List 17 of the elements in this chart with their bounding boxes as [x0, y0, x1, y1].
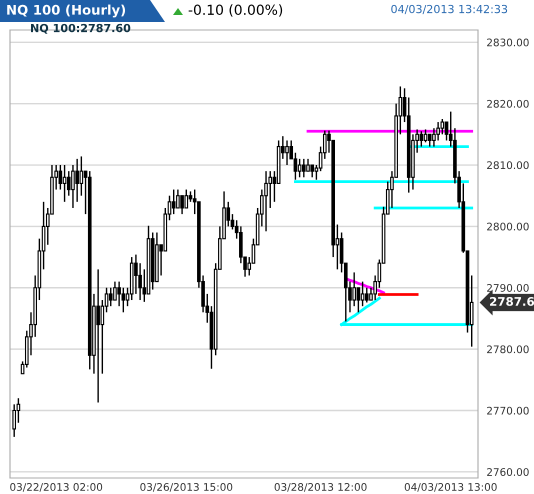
- annotation: NQ 100:2787.60: [31, 24, 130, 34]
- y-tick-label: 2790.00: [487, 284, 529, 292]
- y-tick-label: 2810.00: [487, 161, 529, 170]
- y-tick-label: 2770.00: [487, 406, 529, 415]
- chart-title: NQ 100 (Hourly): [7, 4, 126, 18]
- x-tick-label: 04/03/2013 13:00: [404, 483, 497, 492]
- text: 2787.6: [490, 296, 534, 306]
- y-tick-label: 2800.00: [487, 222, 529, 230]
- y-tick-label: 2760.00: [487, 468, 529, 476]
- x-tick-label: 03/28/2013 12:00: [274, 483, 367, 492]
- y-tick-label: 2820.00: [487, 100, 529, 108]
- x-tick-label: 03/22/2013 02:00: [10, 483, 102, 492]
- text: 04/03/2013 13:42:33: [391, 4, 508, 14]
- chart-subtitle: -0.10 (0.00%): [188, 4, 282, 17]
- y-tick-label: 2830.00: [487, 38, 529, 46]
- x-tick-label: 03/26/2013 15:00: [140, 483, 232, 492]
- y-tick-label: 2780.00: [487, 345, 529, 354]
